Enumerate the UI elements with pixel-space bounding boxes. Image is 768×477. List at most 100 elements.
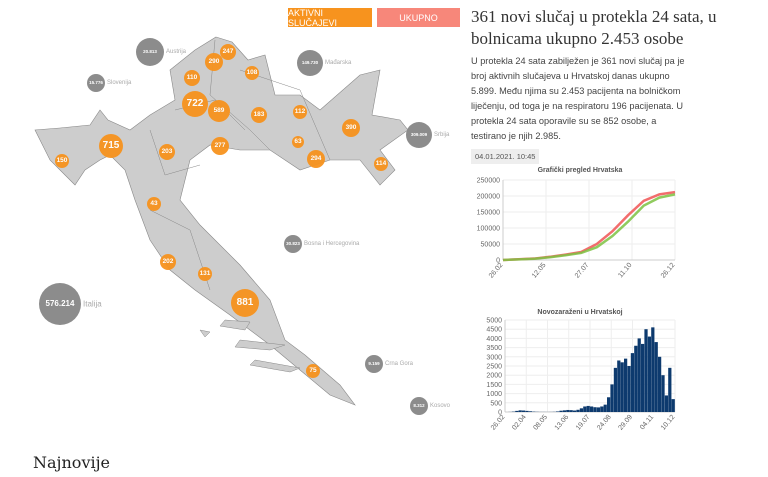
country-bubble[interactable]: 20.813 xyxy=(136,38,164,66)
article-title[interactable]: 361 novi slučaj u protekla 24 sata, u bo… xyxy=(471,7,717,48)
county-bubble[interactable]: 43 xyxy=(147,197,161,211)
map-shape xyxy=(34,36,409,406)
bar xyxy=(586,405,590,412)
bar xyxy=(644,329,648,412)
county-bubble[interactable]: 277 xyxy=(211,137,229,155)
bar xyxy=(556,411,560,412)
county-bubble[interactable]: 294 xyxy=(307,150,325,168)
bar xyxy=(515,410,519,412)
y-tick-label: 2500 xyxy=(486,364,502,371)
bar-chart: 5000450040003500300025002000150010005000… xyxy=(486,318,677,432)
x-tick-label: 13.06 xyxy=(554,414,571,432)
county-bubble[interactable]: 63 xyxy=(292,136,304,148)
x-tick-label: 11.10 xyxy=(617,262,633,280)
bar xyxy=(576,409,580,412)
bar xyxy=(607,397,611,412)
country-label: Crna Gora xyxy=(385,361,414,367)
country-label: Austrija xyxy=(166,49,187,55)
county-bubble[interactable]: 203 xyxy=(159,144,175,160)
bar xyxy=(590,406,594,412)
county-bubble[interactable]: 589 xyxy=(208,100,230,122)
bar xyxy=(664,395,669,412)
bar xyxy=(624,358,628,412)
total-button[interactable]: UKUPNO xyxy=(377,8,460,27)
y-tick-label: 500 xyxy=(490,400,502,407)
county-bubble[interactable]: 75 xyxy=(306,364,320,378)
x-tick-label: 04.11 xyxy=(639,414,655,432)
bar xyxy=(651,327,655,412)
bar xyxy=(620,362,624,412)
county-bubble[interactable]: 112 xyxy=(293,105,307,119)
bar xyxy=(600,406,604,412)
county-bubble[interactable]: 114 xyxy=(374,157,388,171)
county-bubble[interactable]: 290 xyxy=(205,53,223,71)
y-tick-label: 200000 xyxy=(477,194,500,201)
bar xyxy=(654,342,658,412)
y-tick-label: 250000 xyxy=(477,178,500,185)
line-chart: 250000 200000 150000 100000 50000 026.02 12.05… xyxy=(477,178,677,280)
county-bubble[interactable]: 108 xyxy=(245,66,259,80)
bar xyxy=(573,410,577,412)
county-bubble[interactable]: 715 xyxy=(99,134,123,158)
bar xyxy=(617,360,621,412)
bar xyxy=(566,409,570,412)
active-cases-button[interactable]: AKTIVNI SLUČAJEVI xyxy=(288,8,372,28)
x-tick-label: 27.07 xyxy=(574,262,591,280)
latest-heading: Najnovije xyxy=(33,453,111,472)
bar xyxy=(522,410,526,412)
bar xyxy=(559,410,563,412)
bar xyxy=(658,356,662,412)
bar xyxy=(610,384,614,412)
x-tick-label: 08.05 xyxy=(532,414,549,432)
country-bubble[interactable]: 8.312 xyxy=(410,397,428,415)
x-tick-label: 10.12 xyxy=(660,414,677,432)
bar xyxy=(661,375,665,412)
y-tick-label: 4500 xyxy=(486,327,502,334)
y-tick-label: 1000 xyxy=(486,391,502,398)
x-tick-label: 26.12 xyxy=(660,262,677,280)
x-tick-label: 02.04 xyxy=(511,414,528,432)
x-tick-label: 26.02 xyxy=(490,414,507,432)
county-bubble[interactable]: 150 xyxy=(55,154,69,168)
county-bubble[interactable]: 390 xyxy=(342,119,360,137)
line-chart-title: Grafički pregled Hrvatska xyxy=(537,167,623,174)
country-bubble[interactable]: 15.776 xyxy=(87,74,105,92)
y-tick-label: 1500 xyxy=(486,382,502,389)
x-tick-label: 24.08 xyxy=(596,414,613,432)
y-tick-label: 0 xyxy=(496,258,500,265)
article-body: U protekla 24 sata zabilježen je 361 nov… xyxy=(471,56,685,141)
county-bubble[interactable]: 183 xyxy=(251,107,267,123)
country-bubble[interactable]: 149.730 xyxy=(297,50,323,76)
bar xyxy=(562,410,567,412)
x-tick-label: 26.02 xyxy=(488,262,505,280)
county-bubble[interactable]: 131 xyxy=(198,267,212,281)
article: 361 novi slučaj u protekla 24 sata, u bo… xyxy=(471,6,765,164)
country-bubble[interactable]: 9.159 xyxy=(365,355,383,373)
county-bubble[interactable]: 722 xyxy=(182,91,208,117)
y-tick-label: 5000 xyxy=(486,318,502,325)
bar xyxy=(579,408,584,412)
bar xyxy=(593,407,597,412)
country-bubble[interactable]: 309.009 xyxy=(406,122,432,148)
county-bubble[interactable]: 110 xyxy=(184,70,200,86)
country-label: Bosna i Hercegovina xyxy=(304,241,360,247)
y-tick-label: 0 xyxy=(498,410,502,417)
country-bubble[interactable]: 576.214 xyxy=(39,283,81,325)
y-tick-label: 100000 xyxy=(477,226,500,233)
bar xyxy=(518,410,522,412)
bar xyxy=(634,345,638,412)
bar xyxy=(596,407,601,412)
x-tick-label: 29.09 xyxy=(617,414,634,432)
country-bubble[interactable]: 30.823 xyxy=(284,235,302,253)
county-bubble[interactable]: 247 xyxy=(220,44,236,60)
bar xyxy=(647,336,652,412)
x-tick-label: 12.05 xyxy=(531,262,548,280)
county-bubble[interactable]: 881 xyxy=(231,289,259,317)
bar xyxy=(613,367,618,412)
bar xyxy=(630,353,635,412)
bar xyxy=(671,399,675,412)
country-label: Kosovo xyxy=(430,403,451,409)
article-date: 04.01.2021. 10:45 xyxy=(471,149,540,164)
bar xyxy=(569,410,573,412)
county-bubble[interactable]: 202 xyxy=(160,254,176,270)
